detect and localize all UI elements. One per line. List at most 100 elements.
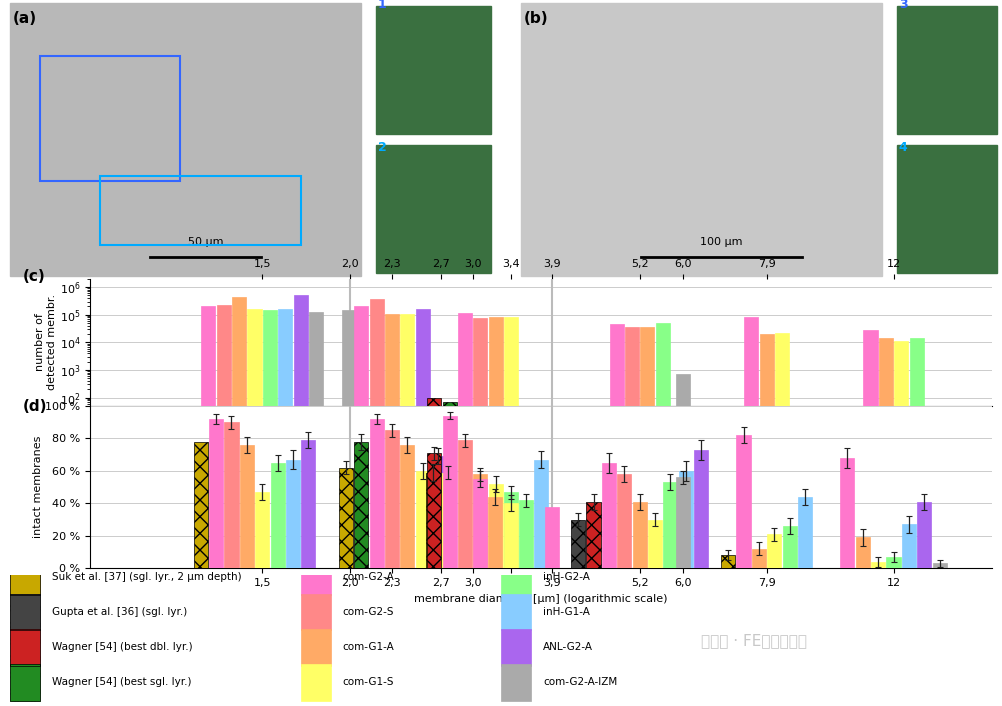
Bar [676,374,690,706]
Text: inH-G1-A: inH-G1-A [543,607,590,617]
Bar [783,526,797,568]
Bar [473,318,487,706]
Bar [416,471,430,568]
Bar [301,594,331,630]
Text: 3: 3 [899,0,908,11]
Text: (c): (c) [22,269,45,284]
Bar [798,497,813,568]
Bar [370,419,384,568]
Bar [736,435,750,568]
Text: com-G2-A: com-G2-A [343,572,395,582]
Bar [721,556,735,568]
Bar [910,338,924,706]
Bar [224,422,238,568]
Bar [263,310,277,706]
Bar [602,463,616,568]
Bar [427,397,441,706]
Text: (b): (b) [524,11,549,26]
Bar [879,338,893,706]
Bar [933,563,947,568]
Bar [301,558,331,595]
Bar [301,629,331,666]
Bar [400,445,415,568]
Text: com-G1-A: com-G1-A [343,642,395,652]
Bar [864,330,878,706]
X-axis label: membrane diameter [µm] (logarithmic scale): membrane diameter [µm] (logarithmic scal… [415,594,667,604]
Text: ANL-G2-A: ANL-G2-A [543,642,593,652]
Bar [504,492,518,568]
Bar [216,305,230,706]
Bar [239,445,254,568]
Bar [504,318,518,706]
Bar [488,497,502,568]
Bar [534,460,548,568]
Bar [385,313,399,706]
Bar [519,500,533,568]
Bar [632,502,646,568]
Bar [201,306,215,706]
Text: 100 µm: 100 µm [700,237,742,247]
Text: 公众号 · FE图南工作室: 公众号 · FE图南工作室 [701,633,808,648]
Bar [617,474,631,568]
Bar [856,537,870,568]
Bar [458,313,472,706]
Text: Gupta et al. [36] (sgl. lyr.): Gupta et al. [36] (sgl. lyr.) [52,607,187,617]
Bar [871,562,885,568]
Bar [648,520,662,568]
Bar [841,458,855,568]
Text: 1: 1 [378,0,387,11]
Bar [571,520,585,568]
Bar [294,296,308,706]
Bar [504,503,518,568]
Text: inH-G2-A: inH-G2-A [543,572,590,582]
Bar [744,318,759,706]
Bar [247,309,262,706]
Bar [625,328,639,706]
Bar [10,558,40,595]
Bar [271,463,285,568]
Bar [279,309,293,706]
Text: (a): (a) [13,11,37,26]
Bar [286,460,300,568]
Bar [752,549,766,568]
Bar [694,450,708,568]
Text: (d): (d) [22,400,47,414]
Bar [473,474,487,568]
Text: com-G1-S: com-G1-S [343,678,394,688]
Bar [343,310,357,706]
Text: Suk et al. [37] (sgl. lyr., 2 μm depth): Suk et al. [37] (sgl. lyr., 2 μm depth) [52,572,241,582]
Text: Wagner [54] (best dbl. lyr.): Wagner [54] (best dbl. lyr.) [52,642,192,652]
Bar [354,306,369,706]
Text: 50 µm: 50 µm [187,237,223,247]
Text: Wagner [54] (best sgl. lyr.): Wagner [54] (best sgl. lyr.) [52,678,191,688]
Y-axis label: intact membranes: intact membranes [32,436,42,539]
Bar [232,297,246,706]
Bar [427,453,441,568]
Bar [10,664,40,701]
Bar [443,416,457,568]
Bar [426,472,440,568]
Bar [302,440,316,568]
Bar [431,456,445,568]
Bar [10,594,40,630]
Bar [416,309,430,706]
Bar [676,477,690,568]
Bar [443,402,457,706]
Bar [354,442,369,568]
Bar [609,324,623,706]
Text: 2: 2 [378,140,387,154]
Bar [501,558,531,595]
Bar [501,594,531,630]
Bar [441,472,456,568]
Bar [545,507,559,568]
Bar [209,419,223,568]
Bar [458,440,472,568]
Bar [902,525,916,568]
Bar [10,629,40,666]
Bar [301,664,331,701]
Y-axis label: number of
detected membr.: number of detected membr. [35,294,57,390]
Bar [10,664,40,701]
Bar [489,484,503,568]
Bar [678,471,692,568]
Bar [917,502,932,568]
